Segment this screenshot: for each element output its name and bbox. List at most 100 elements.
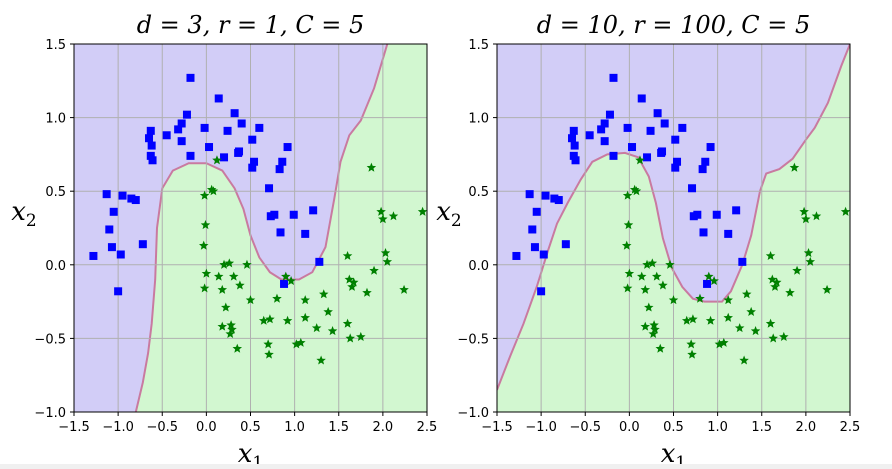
x-tick-label: 1.0 bbox=[707, 420, 728, 435]
point-square bbox=[585, 131, 594, 140]
point-star bbox=[623, 220, 634, 230]
point-square bbox=[571, 156, 580, 165]
point-square bbox=[182, 110, 191, 119]
point-square bbox=[699, 228, 708, 237]
point-square bbox=[658, 147, 667, 156]
point-star bbox=[286, 275, 296, 286]
point-star bbox=[342, 250, 353, 261]
point-square bbox=[148, 156, 157, 165]
point-star bbox=[258, 315, 269, 325]
point-star bbox=[263, 339, 273, 349]
point-square bbox=[278, 157, 287, 166]
decision-boundary bbox=[134, 44, 389, 412]
x-tick-label: 2.5 bbox=[417, 420, 438, 435]
point-star bbox=[750, 326, 761, 336]
point-star bbox=[345, 333, 355, 343]
point-square bbox=[146, 126, 155, 135]
point-square bbox=[248, 135, 257, 144]
point-star bbox=[300, 312, 310, 322]
y-tick-label: −0.5 bbox=[457, 332, 489, 347]
point-square bbox=[539, 250, 548, 259]
point-star bbox=[655, 343, 666, 353]
point-star bbox=[380, 248, 391, 258]
point-star bbox=[746, 306, 756, 316]
point-square bbox=[146, 151, 155, 160]
point-square bbox=[609, 73, 618, 82]
x-tick-label: 0.5 bbox=[240, 420, 261, 435]
point-star bbox=[323, 306, 333, 316]
point-square bbox=[525, 190, 534, 199]
point-star bbox=[647, 258, 658, 268]
point-star bbox=[805, 256, 816, 266]
point-star bbox=[770, 281, 780, 291]
point-star bbox=[651, 271, 662, 281]
point-star bbox=[631, 186, 642, 196]
x-tick-label: −1.5 bbox=[58, 420, 90, 435]
y-axis-label: x2 bbox=[436, 197, 462, 231]
point-square bbox=[250, 157, 259, 166]
point-square bbox=[530, 243, 539, 252]
point-square bbox=[283, 143, 292, 152]
subplot-2: −1.5 −1.0 −0.5 0.0 0.5 1.0 1.5 2.0 2.5−1.0−0.50.… bbox=[436, 11, 860, 469]
point-square bbox=[643, 153, 652, 162]
y-tick-label: −0.5 bbox=[34, 332, 66, 347]
point-square bbox=[724, 229, 733, 238]
point-square bbox=[738, 257, 747, 266]
point-square bbox=[105, 225, 114, 234]
point-star bbox=[695, 293, 705, 303]
point-star bbox=[198, 240, 209, 250]
point-square bbox=[289, 210, 298, 219]
point-star bbox=[768, 333, 778, 343]
y-tick-label: 0.0 bbox=[45, 259, 66, 274]
point-star bbox=[739, 355, 749, 365]
point-square bbox=[561, 240, 570, 249]
point-square bbox=[315, 257, 324, 266]
point-star bbox=[622, 190, 633, 200]
x-tick-label: −1.0 bbox=[525, 420, 557, 435]
point-star bbox=[369, 265, 379, 275]
point-square bbox=[205, 143, 214, 152]
point-star bbox=[281, 271, 291, 281]
point-star bbox=[792, 265, 802, 275]
point-star bbox=[629, 184, 640, 194]
point-square bbox=[145, 134, 154, 143]
point-star bbox=[199, 190, 210, 200]
point-square bbox=[235, 147, 244, 156]
point-star bbox=[635, 155, 645, 165]
y-tick-label: 1.5 bbox=[45, 38, 66, 53]
x-tick-label: 0.5 bbox=[663, 420, 684, 435]
point-square bbox=[237, 119, 246, 128]
point-star bbox=[344, 274, 355, 284]
point-star bbox=[264, 349, 274, 359]
point-star bbox=[265, 314, 275, 324]
point-star bbox=[640, 284, 651, 294]
x-axis-label: x1 bbox=[238, 439, 264, 469]
plot-area bbox=[497, 44, 850, 412]
point-square bbox=[186, 151, 195, 160]
point-square bbox=[550, 194, 559, 203]
point-star bbox=[382, 256, 393, 266]
point-star bbox=[366, 162, 377, 172]
point-square bbox=[118, 191, 127, 200]
point-square bbox=[114, 287, 123, 296]
x-tick-label: −0.5 bbox=[146, 420, 178, 435]
point-square bbox=[512, 251, 521, 260]
point-star bbox=[227, 324, 237, 334]
point-star bbox=[318, 289, 329, 299]
point-square bbox=[693, 210, 702, 219]
y-tick-label: 0.5 bbox=[468, 185, 489, 200]
point-star bbox=[734, 323, 745, 333]
point-square bbox=[637, 94, 646, 103]
point-star bbox=[311, 323, 322, 333]
point-star bbox=[649, 320, 659, 330]
point-square bbox=[646, 126, 655, 135]
point-square bbox=[653, 109, 662, 118]
point-square bbox=[609, 151, 618, 160]
point-star bbox=[282, 315, 293, 325]
point-star bbox=[417, 206, 427, 216]
point-square bbox=[732, 206, 741, 215]
point-star bbox=[723, 295, 733, 305]
plot-area bbox=[74, 44, 427, 412]
point-star bbox=[221, 302, 231, 312]
